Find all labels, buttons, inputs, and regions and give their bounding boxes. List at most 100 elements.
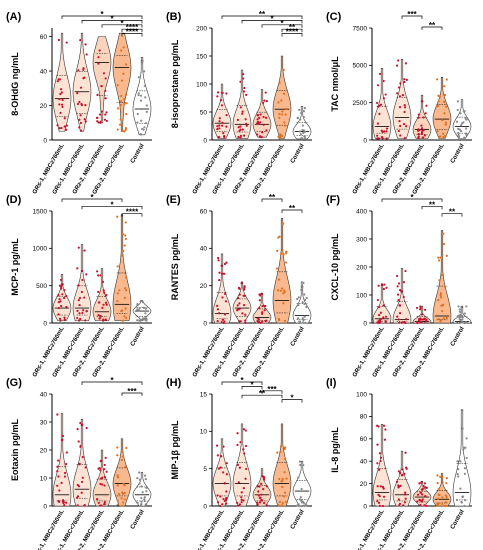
data-point (97, 121, 100, 124)
data-point (62, 501, 65, 504)
data-point (221, 296, 224, 299)
y-tick-label: 0 (43, 137, 47, 144)
data-point (105, 470, 108, 473)
data-point (283, 447, 286, 450)
data-point (276, 249, 279, 252)
data-point (56, 124, 59, 127)
data-point (418, 482, 421, 485)
data-point (281, 113, 284, 116)
data-point (296, 297, 299, 301)
data-point (437, 317, 440, 321)
data-point (259, 294, 262, 297)
violin (252, 89, 272, 138)
y-tick-label: 10 (200, 429, 208, 436)
data-point (78, 296, 82, 300)
data-point (443, 285, 447, 288)
data-point (379, 311, 382, 314)
y-tick-label: 500 (36, 283, 47, 290)
data-point (83, 76, 86, 79)
data-point (256, 317, 259, 320)
data-point (382, 316, 385, 319)
data-point (60, 287, 63, 290)
significance-bracket (121, 392, 143, 396)
data-point (216, 494, 219, 497)
data-point (244, 477, 247, 480)
data-point (260, 292, 263, 295)
data-point (385, 315, 388, 318)
data-point (300, 288, 303, 292)
data-point (236, 463, 240, 466)
data-point (441, 502, 444, 506)
data-point (225, 113, 228, 117)
data-point (61, 438, 64, 442)
significance-bracket (101, 24, 143, 28)
data-point (256, 114, 259, 117)
data-point (145, 486, 148, 490)
data-point (302, 110, 305, 113)
x-tick-label: Control (130, 326, 146, 348)
data-point (123, 296, 126, 300)
data-point (139, 133, 143, 136)
data-point (264, 116, 268, 119)
data-point (97, 501, 100, 505)
data-point (422, 129, 425, 132)
y-tick-label: 300 (356, 236, 367, 243)
data-point (261, 312, 264, 316)
data-point (437, 502, 440, 505)
data-point (404, 491, 407, 494)
data-point (140, 299, 143, 302)
data-point (376, 462, 379, 465)
data-point (124, 221, 127, 224)
data-point (78, 100, 81, 104)
data-point (220, 320, 223, 324)
violin (452, 99, 472, 139)
data-point (415, 306, 419, 310)
data-point (405, 318, 408, 321)
data-point (244, 444, 248, 448)
data-point (138, 482, 141, 485)
data-point (303, 293, 306, 296)
data-point (439, 135, 442, 138)
data-point (220, 455, 223, 458)
data-point (121, 491, 124, 494)
data-point (145, 110, 148, 114)
violin (432, 230, 452, 324)
data-point (277, 101, 280, 104)
data-point (424, 319, 428, 323)
data-point (376, 137, 379, 140)
y-tick-label: 60 (360, 436, 368, 443)
data-point (301, 285, 304, 288)
data-point (423, 482, 426, 485)
data-point (141, 61, 144, 64)
data-point (256, 120, 260, 124)
data-point (120, 309, 124, 312)
data-point (223, 313, 227, 316)
data-point (144, 96, 147, 99)
data-point (144, 478, 147, 481)
data-point (63, 471, 67, 475)
data-point (244, 321, 247, 325)
data-point (216, 304, 219, 307)
data-point (139, 99, 143, 102)
data-point (441, 496, 444, 499)
data-point (443, 504, 446, 508)
data-point (104, 301, 108, 304)
data-point (441, 481, 444, 484)
data-point (137, 92, 140, 95)
data-point (399, 134, 402, 137)
panel-label: (I) (326, 377, 337, 389)
data-point (465, 132, 468, 135)
data-point (458, 310, 462, 313)
data-point (63, 125, 66, 128)
data-point (397, 59, 400, 62)
panel-label: (D) (6, 194, 22, 206)
data-point (238, 129, 241, 133)
data-point (439, 292, 442, 295)
significance-stars: * (90, 193, 94, 202)
violin (212, 438, 232, 507)
data-point (239, 134, 243, 138)
data-point (120, 450, 123, 453)
data-point (437, 299, 440, 302)
data-point (441, 304, 444, 307)
